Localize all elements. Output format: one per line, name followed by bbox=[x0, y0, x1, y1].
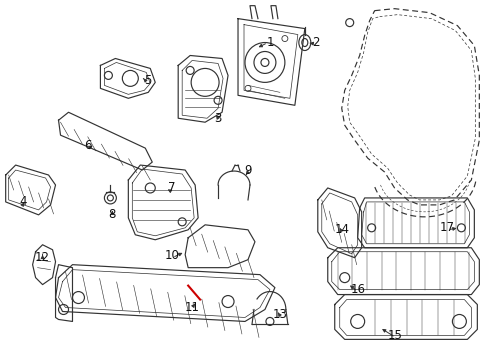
Text: 15: 15 bbox=[387, 329, 402, 342]
Text: 13: 13 bbox=[272, 308, 287, 321]
Text: 12: 12 bbox=[35, 251, 50, 264]
Text: 8: 8 bbox=[108, 208, 116, 221]
Text: 9: 9 bbox=[244, 163, 251, 176]
Text: 4: 4 bbox=[19, 195, 26, 208]
Text: 7: 7 bbox=[168, 181, 176, 194]
Text: 14: 14 bbox=[333, 223, 348, 236]
Text: 1: 1 bbox=[265, 36, 273, 49]
Text: 3: 3 bbox=[214, 112, 222, 125]
Text: 17: 17 bbox=[439, 221, 454, 234]
Text: 2: 2 bbox=[311, 36, 319, 49]
Text: 5: 5 bbox=[144, 74, 152, 87]
Text: 11: 11 bbox=[184, 301, 199, 314]
Text: 10: 10 bbox=[164, 249, 179, 262]
Text: 6: 6 bbox=[83, 139, 91, 152]
Text: 16: 16 bbox=[349, 283, 365, 296]
